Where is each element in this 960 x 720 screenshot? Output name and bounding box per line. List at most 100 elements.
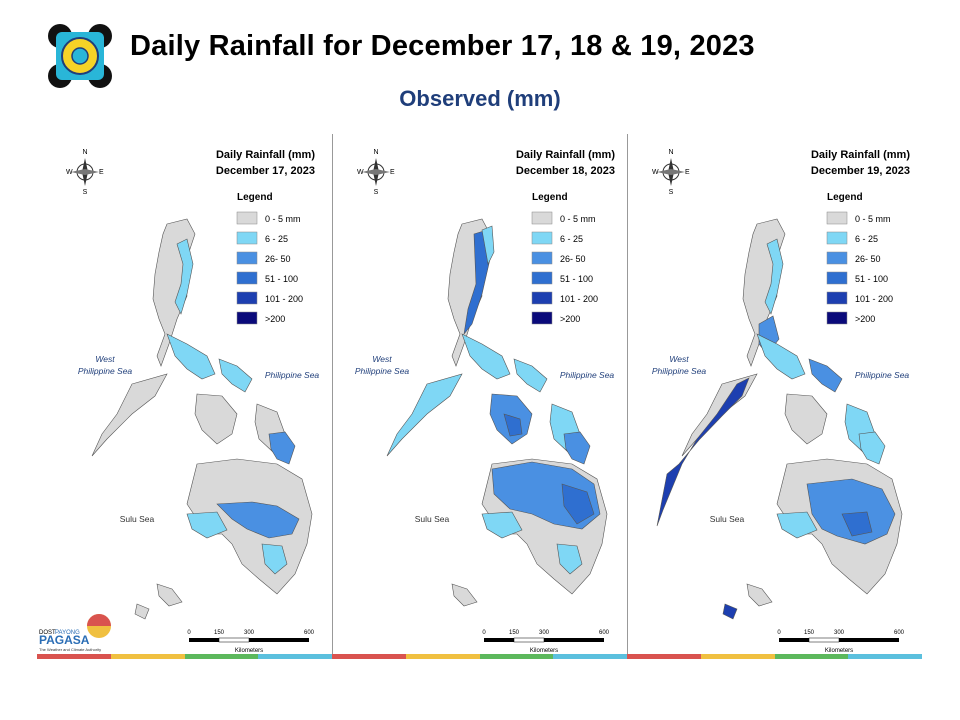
compass-e: E — [99, 169, 104, 176]
svg-text:Legend: Legend — [532, 192, 568, 203]
svg-text:N: N — [373, 149, 378, 156]
map-panel-dec19: N S E W Daily Rainfall (mm) December 19,… — [627, 134, 922, 658]
west-sea-label-1: West — [95, 354, 115, 364]
legend-swatch-1 — [236, 231, 258, 245]
svg-text:Legend: Legend — [827, 192, 863, 203]
svg-text:S: S — [669, 189, 674, 196]
map-title-line2: December 19, 2023 — [811, 165, 910, 177]
legend: 0 - 5 mm 6 - 25 26- 50 51 - 100 101 - 20… — [826, 211, 893, 325]
legend-title: Legend — [237, 192, 273, 203]
map-panel-dec18: N S E W Daily Rainfall (mm) December 18,… — [332, 134, 627, 658]
svg-text:0 - 5 mm: 0 - 5 mm — [855, 214, 891, 224]
strip-blue — [258, 654, 332, 659]
svg-text:Philippine Sea: Philippine Sea — [560, 370, 615, 380]
legend-swatch-3 — [236, 271, 258, 285]
color-strip — [37, 654, 922, 659]
legend-label-5: >200 — [265, 314, 285, 324]
svg-text:>200: >200 — [855, 314, 875, 324]
svg-text:West: West — [372, 354, 392, 364]
svg-text:West: West — [669, 354, 689, 364]
east-sea-label: Philippine Sea — [265, 370, 320, 380]
legend-swatch-2 — [236, 251, 258, 265]
svg-text:>200: >200 — [560, 314, 580, 324]
svg-text:Kilometers: Kilometers — [825, 648, 853, 654]
philippines-map — [386, 218, 608, 607]
compass-n: N — [82, 149, 87, 156]
svg-text:150: 150 — [509, 630, 520, 636]
svg-text:0 - 5 mm: 0 - 5 mm — [560, 214, 596, 224]
svg-text:S: S — [374, 189, 379, 196]
compass-icon — [657, 158, 685, 186]
map-svg: N S E W Daily Rainfall (mm) December 19,… — [627, 134, 922, 658]
sulu-sea-label: Sulu Sea — [120, 514, 155, 524]
brand-pagasa: PAGASA — [39, 633, 90, 647]
scale-bar: 0 150 300 600 Kilometers — [482, 630, 609, 654]
map-svg: N S E W Daily Rainfall (mm) December 18,… — [332, 134, 627, 658]
svg-text:Kilometers: Kilometers — [235, 648, 263, 654]
legend: 0 - 5 mm 6 - 25 26- 50 51 - 100 101 - 20… — [531, 211, 598, 325]
compass-icon — [362, 158, 390, 186]
svg-text:51 - 100: 51 - 100 — [560, 274, 593, 284]
svg-text:Philippine Sea: Philippine Sea — [652, 366, 707, 376]
svg-text:600: 600 — [304, 630, 315, 636]
svg-text:W: W — [357, 169, 364, 176]
pagasa-logo — [48, 24, 112, 88]
map-title-line1: Daily Rainfall (mm) — [811, 149, 910, 161]
legend-label-4: 101 - 200 — [265, 294, 303, 304]
svg-text:Sulu Sea: Sulu Sea — [710, 514, 745, 524]
svg-text:101 - 200: 101 - 200 — [560, 294, 598, 304]
legend-label-0: 0 - 5 mm — [265, 214, 301, 224]
scale-bar: 0 150 300 600 Kilometers — [187, 630, 314, 654]
svg-text:6 - 25: 6 - 25 — [855, 234, 878, 244]
svg-text:0: 0 — [187, 630, 191, 636]
page-subtitle: Observed (mm) — [399, 86, 561, 111]
svg-text:150: 150 — [214, 630, 225, 636]
philippines-map — [91, 218, 313, 620]
strip-green — [184, 654, 259, 659]
svg-text:W: W — [652, 169, 659, 176]
legend-label-1: 6 - 25 — [265, 234, 288, 244]
svg-text:Philippine Sea: Philippine Sea — [355, 366, 410, 376]
svg-text:300: 300 — [244, 630, 255, 636]
map-title-line1: Daily Rainfall (mm) — [516, 149, 615, 161]
map-title-line2: December 17, 2023 — [216, 165, 315, 177]
brand-dost: DOST — [39, 630, 56, 636]
scale-bar: 0 150 300 600 Kilometers — [777, 630, 904, 654]
brand-tagline: The Weather and Climate Authority — [39, 647, 101, 652]
compass-s: S — [83, 189, 88, 196]
svg-text:26- 50: 26- 50 — [855, 254, 881, 264]
legend-label-2: 26- 50 — [265, 254, 291, 264]
svg-text:300: 300 — [539, 630, 550, 636]
svg-text:600: 600 — [599, 630, 610, 636]
philippines-map — [656, 218, 903, 620]
map-svg: N S E W Daily Rainfall (mm) December 17,… — [37, 134, 332, 658]
strip-yellow — [110, 654, 185, 659]
map-title-line2: December 18, 2023 — [516, 165, 615, 177]
svg-text:300: 300 — [834, 630, 845, 636]
svg-text:6 - 25: 6 - 25 — [560, 234, 583, 244]
legend-swatch-0 — [236, 211, 258, 225]
svg-text:600: 600 — [894, 630, 905, 636]
svg-text:Philippine Sea: Philippine Sea — [855, 370, 910, 380]
svg-text:51 - 100: 51 - 100 — [855, 274, 888, 284]
legend: 0 - 5 mm 6 - 25 26- 50 51 - 100 101 - 20… — [236, 211, 303, 325]
strip-red — [37, 654, 111, 659]
legend-swatch-5 — [236, 311, 258, 325]
svg-text:N: N — [668, 149, 673, 156]
compass-w: W — [66, 169, 73, 176]
svg-text:Sulu Sea: Sulu Sea — [415, 514, 450, 524]
svg-text:150: 150 — [804, 630, 815, 636]
brand-payong: PAYONG — [55, 630, 80, 636]
svg-text:0: 0 — [482, 630, 486, 636]
west-sea-label-2: Philippine Sea — [78, 366, 133, 376]
svg-text:E: E — [390, 169, 395, 176]
pagasa-brand: DOST PAYONG PAGASA The Weather and Clima… — [39, 614, 111, 652]
svg-text:0: 0 — [777, 630, 781, 636]
legend-label-3: 51 - 100 — [265, 274, 298, 284]
svg-text:26- 50: 26- 50 — [560, 254, 586, 264]
legend-swatch-4 — [236, 291, 258, 305]
svg-text:E: E — [685, 169, 690, 176]
compass-icon — [71, 158, 99, 186]
map-panel-dec17: N S E W Daily Rainfall (mm) December 17,… — [37, 134, 332, 658]
svg-text:Kilometers: Kilometers — [530, 648, 558, 654]
